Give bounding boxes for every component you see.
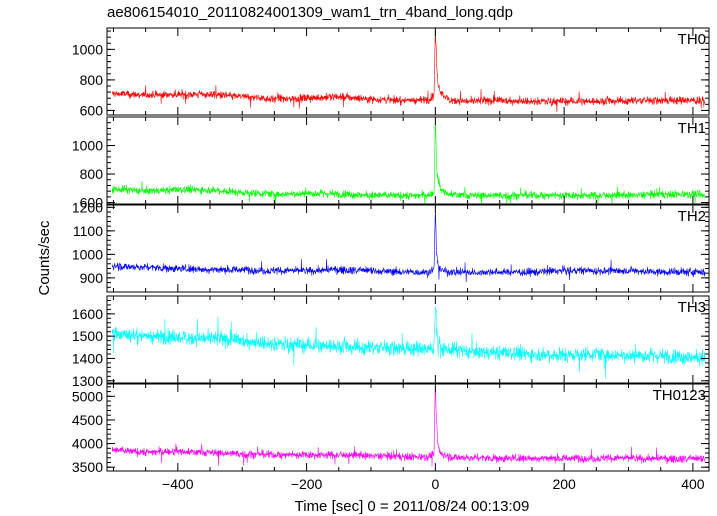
x-axis-label: Time [sec] 0 = 2011/08/24 00:13:09 (295, 498, 530, 515)
y-tick-label: 800 (80, 72, 104, 88)
x-tick-label: 400 (681, 476, 705, 492)
panel-frame (106, 27, 710, 116)
chart-title: ae806154010_20110824001309_wam1_trn_4ban… (107, 4, 513, 21)
y-tick-label: 1300 (72, 373, 103, 389)
y-tick-label: 1400 (72, 350, 103, 366)
y-tick-label: 600 (80, 195, 104, 211)
y-tick-label: 1500 (72, 328, 103, 344)
panel-label-th3: TH3 (678, 299, 706, 316)
series-line-th0 (112, 28, 706, 113)
data-points-th0 (113, 28, 703, 102)
y-tick-label: 1000 (72, 138, 103, 154)
y-axis-label: Counts/sec (36, 220, 53, 296)
panel-th3: 1300 1400 1500 1600 TH3 (72, 295, 710, 389)
x-tick-labels: −400 −200 0 200 400 (162, 476, 705, 492)
y-tick-label: 1200 (72, 199, 103, 215)
data-points-th0123 (113, 384, 703, 460)
panel-frame (106, 116, 710, 205)
panel-label-th1: TH1 (678, 120, 706, 137)
x-tick-label: 0 (431, 476, 439, 492)
panel-th1: 600 800 1000 TH1 (72, 116, 710, 211)
y-tick-label: 1000 (72, 246, 103, 262)
panel-th0: 600 800 1000 TH0 (72, 27, 710, 118)
y-tick-label: 4500 (72, 412, 103, 428)
panel-frame (106, 383, 710, 472)
panel-label-th0123: TH0123 (653, 387, 706, 404)
x-tick-label: −400 (162, 476, 194, 492)
panels-layer: 600 800 1000 TH0 600 800 1000 TH1 900 1000 1100 120… (72, 27, 710, 492)
y-tick-label: 4000 (72, 436, 103, 452)
y-tick-label: 5000 (72, 388, 103, 404)
y-tick-label: 1100 (73, 223, 103, 239)
y-tick-label: 3500 (72, 459, 103, 475)
series-line-th0123 (111, 388, 706, 467)
y-tick-label: 1000 (72, 41, 103, 57)
x-tick-label: −200 (291, 476, 323, 492)
panel-frame (106, 204, 710, 293)
x-tick-label: 200 (552, 476, 576, 492)
data-points-th1 (113, 118, 703, 196)
data-points-th2 (113, 207, 703, 273)
y-tick-label: 1600 (72, 306, 103, 322)
y-tick-label: 800 (80, 166, 104, 182)
y-tick-label: 600 (80, 102, 104, 118)
panel-label-th2: TH2 (678, 208, 706, 225)
series-line-th1 (111, 123, 706, 204)
series-line-th3 (111, 306, 706, 379)
series-line-th2 (111, 212, 706, 283)
data-points-th3 (113, 302, 703, 358)
y-tick-label: 900 (80, 270, 104, 286)
panel-th0123: 3500 4000 4500 5000 TH0123 (72, 383, 710, 475)
panel-label-th0: TH0 (678, 31, 706, 48)
panel-th2: 900 1000 1100 1200 TH2 (72, 199, 710, 293)
panel-frame (106, 295, 710, 384)
